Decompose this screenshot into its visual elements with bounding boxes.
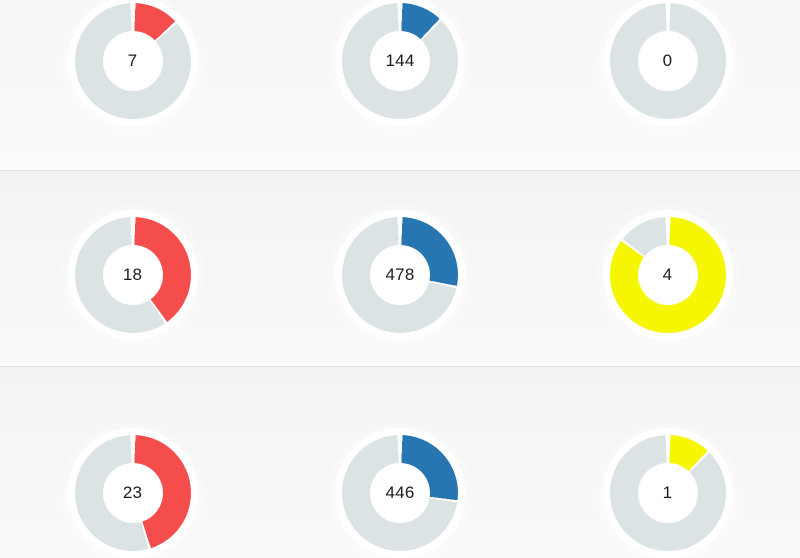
- donut-hole: 18: [102, 245, 163, 305]
- gauge-value: 4: [662, 265, 673, 284]
- donut-chart[interactable]: 1: [609, 435, 726, 551]
- gauge-cell: 144: [342, 0, 458, 119]
- donut-chart[interactable]: 4: [609, 217, 726, 333]
- gauge-row: 7 144 0: [0, 0, 800, 170]
- gauge-cell: 1: [609, 367, 726, 551]
- donut-hole: 23: [102, 463, 163, 523]
- gauge-value: 23: [122, 483, 143, 502]
- donut-hole: 1: [637, 463, 698, 523]
- gauge-cell: 478: [342, 171, 458, 333]
- donut-chart[interactable]: 478: [342, 217, 458, 333]
- donut-chart[interactable]: 7: [74, 3, 191, 119]
- donut-chart[interactable]: 144: [342, 3, 458, 119]
- donut-hole: 478: [370, 245, 430, 305]
- donut-chart[interactable]: 18: [74, 217, 191, 333]
- donut-hole: 446: [370, 463, 430, 523]
- gauge-row: 18 478 4: [0, 170, 800, 366]
- gauge-value: 478: [385, 265, 415, 284]
- gauge-value: 446: [385, 483, 415, 502]
- donut-hole: 7: [102, 31, 163, 91]
- gauge-cell: 4: [609, 171, 726, 333]
- donut-hole: 144: [370, 31, 430, 91]
- gauge-value: 7: [127, 51, 138, 70]
- gauge-value: 0: [662, 51, 673, 70]
- donut-hole: 4: [637, 245, 698, 305]
- gauge-cell: 0: [609, 0, 726, 119]
- gauge-cell: 7: [74, 0, 191, 119]
- gauge-cell: 23: [74, 367, 191, 551]
- gauge-value: 18: [122, 265, 143, 284]
- gauge-value: 144: [385, 51, 415, 70]
- gauge-cell: 446: [342, 367, 458, 551]
- donut-chart[interactable]: 446: [342, 435, 458, 551]
- donut-chart[interactable]: 0: [609, 3, 726, 119]
- donut-hole: 0: [637, 31, 698, 91]
- donut-chart[interactable]: 23: [74, 435, 191, 551]
- gauge-cell: 18: [74, 171, 191, 333]
- gauge-row: 23 446 1: [0, 366, 800, 558]
- gauge-value: 1: [662, 483, 673, 502]
